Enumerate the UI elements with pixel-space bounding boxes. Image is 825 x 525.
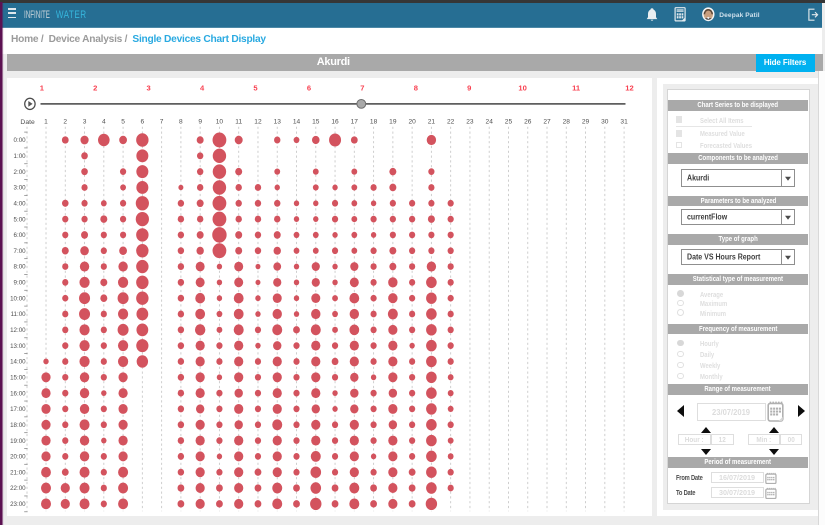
svg-text:23: 23 — [466, 118, 474, 125]
svg-text:19:00: 19:00 — [10, 438, 26, 445]
svg-text:4: 4 — [200, 83, 205, 92]
svg-text:9: 9 — [198, 118, 202, 125]
svg-text:16:00: 16:00 — [10, 390, 26, 397]
svg-text:4: 4 — [102, 118, 106, 125]
svg-text:3:00: 3:00 — [14, 184, 27, 191]
svg-text:INFINITE: INFINITE — [24, 8, 50, 20]
svg-text:1: 1 — [44, 118, 48, 125]
svg-text:7: 7 — [160, 118, 164, 125]
svg-text:3: 3 — [83, 118, 87, 125]
svg-text:23:00: 23:00 — [10, 501, 26, 508]
svg-text:7:00: 7:00 — [14, 248, 27, 255]
svg-text:1:00: 1:00 — [14, 153, 27, 160]
svg-text:10: 10 — [518, 83, 526, 92]
svg-text:5: 5 — [253, 83, 257, 92]
svg-text:27: 27 — [543, 118, 551, 125]
svg-text:17:00: 17:00 — [10, 406, 26, 413]
svg-text:15: 15 — [312, 118, 320, 125]
svg-text:20: 20 — [408, 118, 416, 125]
svg-text:6:00: 6:00 — [14, 232, 27, 239]
svg-text:18:00: 18:00 — [10, 422, 26, 429]
svg-text:19: 19 — [389, 118, 397, 125]
svg-text:Deepak Patil: Deepak Patil — [719, 12, 759, 19]
svg-text:11: 11 — [235, 118, 242, 125]
svg-text:9: 9 — [467, 83, 471, 92]
svg-text:6: 6 — [141, 118, 145, 125]
svg-text:9:00: 9:00 — [14, 279, 27, 286]
svg-text:20:00: 20:00 — [10, 453, 26, 460]
svg-text:10: 10 — [216, 118, 224, 125]
svg-text:0:00: 0:00 — [14, 137, 27, 144]
svg-text:1: 1 — [40, 83, 44, 92]
svg-text:8: 8 — [179, 118, 183, 125]
svg-text:8:00: 8:00 — [14, 264, 27, 271]
svg-text:25: 25 — [505, 118, 513, 125]
svg-text:15:00: 15:00 — [10, 374, 26, 381]
svg-text:7: 7 — [360, 83, 364, 92]
svg-text:11: 11 — [572, 83, 580, 92]
svg-text:Date: Date — [20, 119, 35, 126]
svg-text:28: 28 — [563, 118, 571, 125]
svg-text:4:00: 4:00 — [14, 200, 27, 207]
svg-text:2:00: 2:00 — [14, 169, 27, 176]
svg-text:26: 26 — [524, 118, 532, 125]
svg-text:30: 30 — [601, 118, 609, 125]
svg-text:WATER: WATER — [56, 9, 87, 21]
svg-text:12:00: 12:00 — [10, 327, 26, 334]
svg-text:12: 12 — [625, 83, 633, 92]
svg-text:29: 29 — [582, 118, 590, 125]
svg-text:14: 14 — [293, 118, 301, 125]
svg-text:2: 2 — [93, 83, 97, 92]
svg-text:22:00: 22:00 — [10, 485, 26, 492]
svg-text:21:00: 21:00 — [10, 469, 26, 476]
svg-text:16: 16 — [331, 118, 339, 125]
svg-text:24: 24 — [486, 118, 494, 125]
svg-text:13: 13 — [274, 118, 282, 125]
svg-text:5:00: 5:00 — [14, 216, 27, 223]
svg-text:6: 6 — [307, 83, 311, 92]
svg-text:10:00: 10:00 — [10, 295, 26, 302]
svg-text:14:00: 14:00 — [10, 358, 26, 365]
svg-text:11:00: 11:00 — [11, 311, 27, 318]
svg-text:31: 31 — [620, 118, 628, 125]
svg-text:17: 17 — [351, 118, 359, 125]
svg-text:18: 18 — [370, 118, 378, 125]
svg-text:8: 8 — [414, 83, 418, 92]
svg-text:13:00: 13:00 — [10, 343, 26, 350]
svg-text:2: 2 — [63, 118, 67, 125]
svg-text:3: 3 — [147, 83, 151, 92]
svg-text:5: 5 — [121, 118, 125, 125]
svg-text:22: 22 — [447, 118, 455, 125]
svg-text:21: 21 — [428, 118, 436, 125]
svg-text:12: 12 — [254, 118, 262, 125]
